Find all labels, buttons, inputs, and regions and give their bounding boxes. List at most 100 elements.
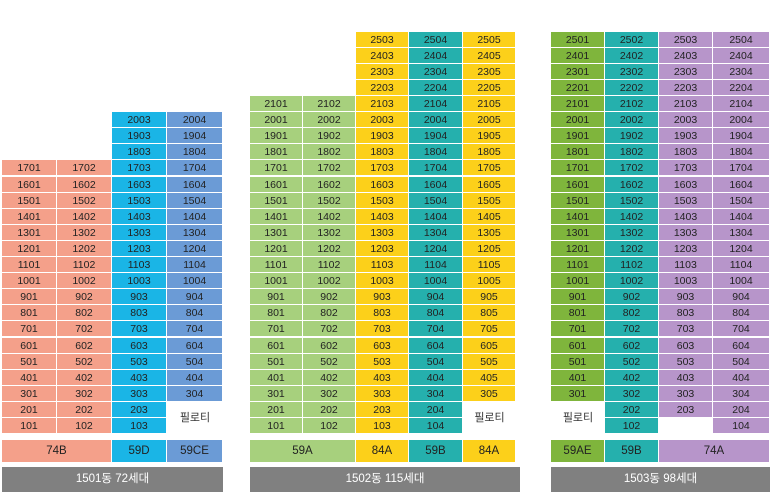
unit-cell: 1704 [167, 160, 223, 177]
unit-cell: 501 [2, 353, 57, 370]
unit-cell: 1101 [2, 257, 57, 273]
unit-cell: 1803 [112, 144, 167, 161]
unit-cell: 2201 [551, 79, 605, 96]
unit-cell: 2502 [605, 31, 659, 48]
unit-cell: 301 [2, 385, 57, 402]
unit-cell: 504 [167, 353, 223, 370]
unit-cell: 2504 [409, 31, 463, 48]
unit-cell: 1104 [409, 257, 463, 273]
unit-cell: 1104 [713, 257, 770, 273]
unit-cell: 801 [250, 305, 303, 322]
unit-cell: 903 [356, 289, 409, 306]
unit-cell: 2202 [605, 79, 659, 96]
unit-cell: 803 [356, 305, 409, 322]
unit-cell: 2305 [463, 63, 516, 80]
unit-cell: 2404 [409, 47, 463, 64]
unit-cell: 1001 [250, 273, 303, 290]
unit-cell: 1202 [303, 240, 356, 257]
unit-cell: 502 [57, 353, 112, 370]
unit-type-label: 59B [409, 440, 463, 462]
unit-cell: 1204 [409, 240, 463, 257]
unit-cell: 302 [57, 385, 112, 402]
unit-cell: 1303 [356, 224, 409, 241]
unit-cell: 2003 [112, 112, 167, 129]
unit-cell: 503 [356, 353, 409, 370]
unit-cell: 2303 [356, 63, 409, 80]
unit-cell: 1402 [303, 208, 356, 225]
unit-cell: 401 [250, 369, 303, 386]
unit-cell: 1701 [2, 160, 57, 177]
unit-cell: 1604 [713, 176, 770, 193]
unit-cell: 1103 [356, 257, 409, 273]
unit-type-label: 84A [463, 440, 516, 462]
unit-cell: 1503 [356, 192, 409, 209]
unit-cell: 1002 [303, 273, 356, 290]
unit-cell: 2503 [356, 31, 409, 48]
unit-cell: 203 [356, 401, 409, 418]
unit-cell: 2405 [463, 47, 516, 64]
unit-cell: 2503 [659, 31, 713, 48]
unit-cell: 2103 [356, 96, 409, 112]
unit-cell: 1804 [167, 144, 223, 161]
unit-cell: 805 [463, 305, 516, 322]
unit-cell: 101 [250, 418, 303, 434]
unit-cell: 2401 [551, 47, 605, 64]
unit-cell: 1601 [551, 176, 605, 193]
unit-type-label: 59D [112, 440, 167, 462]
unit-cell: 204 [713, 401, 770, 418]
unit-cell: 102 [303, 418, 356, 434]
unit-cell: 2004 [409, 112, 463, 129]
building-label: 1501동 72세대 [2, 467, 223, 492]
unit-cell: 103 [356, 418, 409, 434]
unit-cell: 1904 [713, 128, 770, 145]
unit-type-label: 84A [356, 440, 409, 462]
unit-cell: 703 [356, 321, 409, 338]
unit-cell: 2104 [409, 96, 463, 112]
unit-cell: 2304 [713, 63, 770, 80]
unit-cell: 1402 [57, 208, 112, 225]
unit-type-label: 59CE [167, 440, 223, 462]
unit-cell: 601 [2, 337, 57, 354]
unit-cell: 1903 [356, 128, 409, 145]
unit-cell: 1604 [409, 176, 463, 193]
unit-cell: 801 [2, 305, 57, 322]
unit-cell: 2001 [250, 112, 303, 129]
unit-cell: 1602 [57, 176, 112, 193]
unit-cell: 1004 [167, 273, 223, 290]
unit-cell: 503 [112, 353, 167, 370]
unit-cell: 1504 [167, 192, 223, 209]
unit-cell: 901 [2, 289, 57, 306]
unit-cell: 303 [112, 385, 167, 402]
unit-cell: 701 [2, 321, 57, 338]
unit-cell: 1901 [250, 128, 303, 145]
unit-cell: 202 [303, 401, 356, 418]
unit-cell: 1201 [250, 240, 303, 257]
unit-cell: 1705 [463, 160, 516, 177]
unit-cell: 1601 [2, 176, 57, 193]
unit-cell: 304 [167, 385, 223, 402]
unit-cell: 2004 [713, 112, 770, 129]
unit-cell: 2403 [659, 47, 713, 64]
unit-cell: 1304 [713, 224, 770, 241]
unit-cell: 1704 [713, 160, 770, 177]
unit-cell: 905 [463, 289, 516, 306]
unit-cell: 1602 [605, 176, 659, 193]
unit-cell: 403 [356, 369, 409, 386]
unit-cell: 1501 [250, 192, 303, 209]
unit-cell: 1003 [356, 273, 409, 290]
unit-cell: 1201 [2, 240, 57, 257]
unit-cell: 703 [112, 321, 167, 338]
unit-cell: 1602 [303, 176, 356, 193]
unit-cell: 1401 [551, 208, 605, 225]
unit-cell: 2004 [167, 112, 223, 129]
unit-type-label: 59A [250, 440, 356, 462]
unit-cell: 1701 [551, 160, 605, 177]
unit-cell: 1703 [112, 160, 167, 177]
unit-cell: 404 [167, 369, 223, 386]
unit-cell: 2505 [463, 31, 516, 48]
unit-cell: 1404 [409, 208, 463, 225]
unit-cell: 2003 [659, 112, 713, 129]
building-label: 1502동 115세대 [250, 467, 520, 492]
unit-type-label: 74A [659, 440, 770, 462]
unit-cell: 2403 [356, 47, 409, 64]
